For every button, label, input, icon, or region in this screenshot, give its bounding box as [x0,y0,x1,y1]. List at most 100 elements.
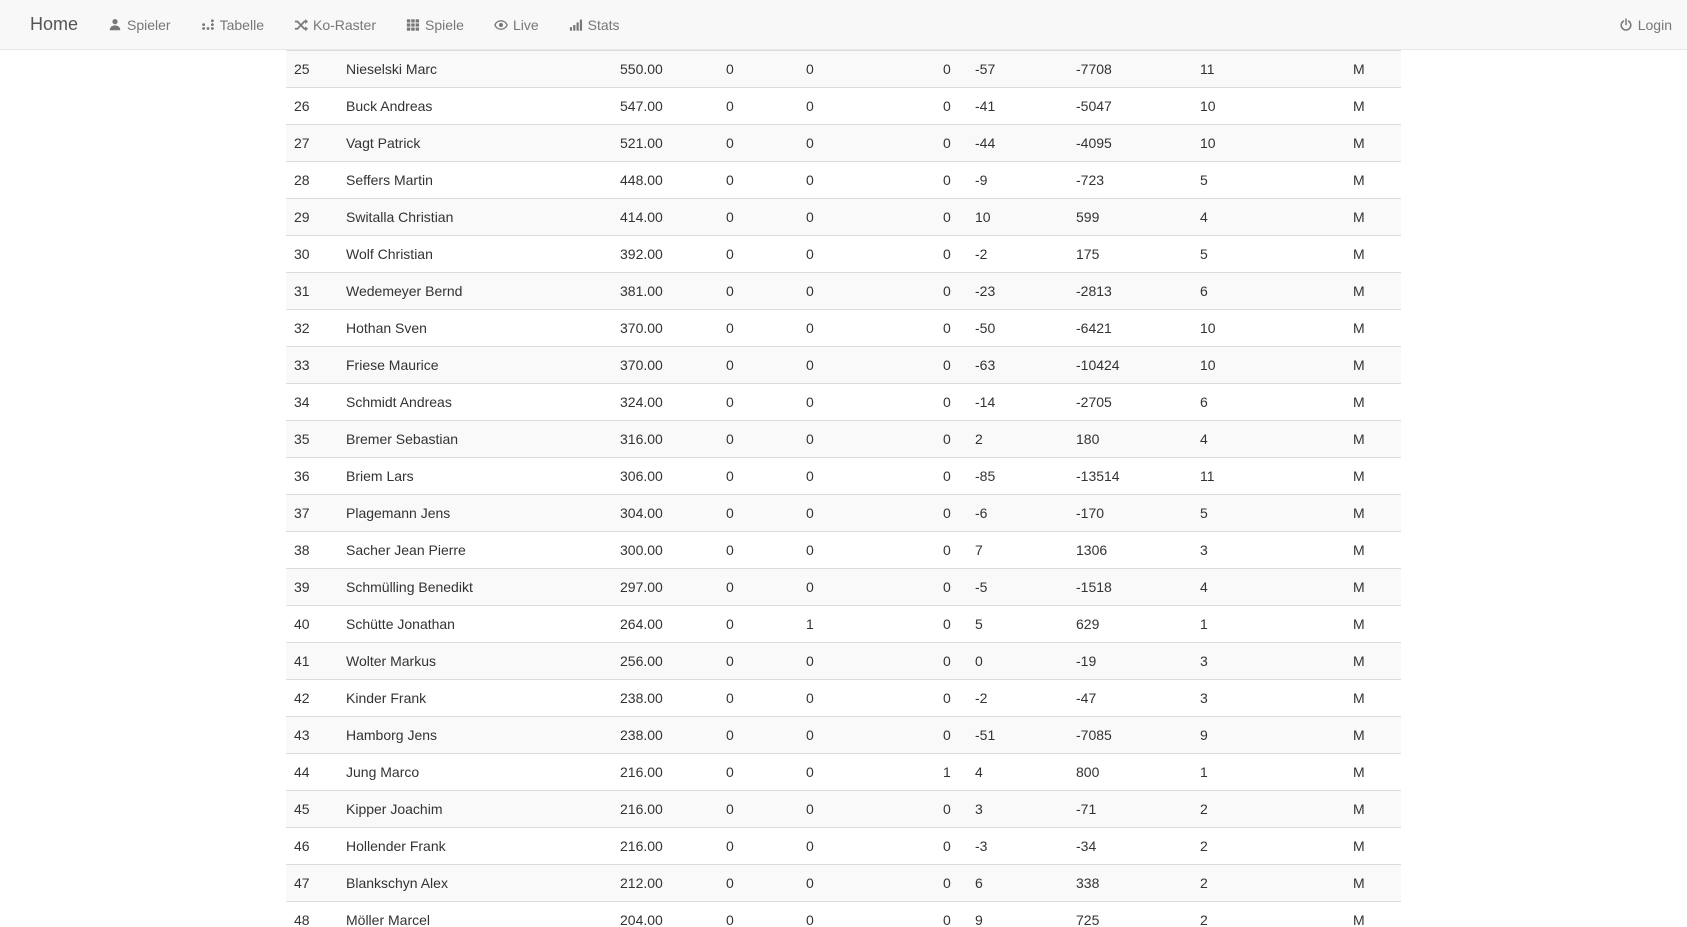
cell-score-diff: -71 [1068,790,1192,828]
cell-points: 216.00 [612,827,718,865]
cell-rank: 42 [286,679,338,717]
cell-stat-c: 0 [935,716,967,754]
cell-player-name: Kinder Frank [338,679,612,717]
cell-stat-c: 0 [935,790,967,828]
shuffle-icon [294,18,308,32]
cell-gender: M [1345,568,1401,606]
nav-item-stats[interactable]: Stats [554,0,635,49]
cell-player-name: Buck Andreas [338,87,612,125]
cell-stat-b: 0 [798,753,935,791]
navbar: Home Spieler Tabelle [0,0,1687,50]
cell-stat-c: 0 [935,531,967,569]
cell-stat-c: 0 [935,235,967,273]
cell-diff: -85 [967,457,1068,495]
table-row: 34 Schmidt Andreas 324.00 0 0 0 -14 -2705 6 M [286,383,1401,421]
cell-gender: M [1345,457,1401,495]
cell-stat-a: 0 [718,494,798,532]
cell-stat-a: 0 [718,457,798,495]
cell-games: 3 [1192,531,1345,569]
cell-points: 297.00 [612,568,718,606]
cell-rank: 39 [286,568,338,606]
cell-stat-a: 0 [718,605,798,643]
cell-stat-a: 0 [718,568,798,606]
cell-stat-a: 0 [718,716,798,754]
cell-diff: -14 [967,383,1068,421]
cell-diff: 4 [967,753,1068,791]
cell-diff: -3 [967,827,1068,865]
cell-diff: 2 [967,420,1068,458]
cell-stat-a: 0 [718,753,798,791]
cell-stat-a: 0 [718,790,798,828]
table-row: 44 Jung Marco 216.00 0 0 1 4 800 1 M [286,753,1401,791]
cell-diff: 3 [967,790,1068,828]
cell-player-name: Wolter Markus [338,642,612,680]
cell-stat-b: 0 [798,457,935,495]
cell-games: 10 [1192,87,1345,125]
cell-player-name: Nieselski Marc [338,50,612,88]
cell-diff: -44 [967,124,1068,162]
cell-gender: M [1345,605,1401,643]
cell-diff: 0 [967,642,1068,680]
cell-diff: 7 [967,531,1068,569]
table-row: 36 Briem Lars 306.00 0 0 0 -85 -13514 11 M [286,457,1401,495]
cell-stat-b: 0 [798,272,935,310]
cell-score-diff: -7708 [1068,50,1192,88]
cell-stat-c: 0 [935,420,967,458]
cell-points: 381.00 [612,272,718,310]
cell-diff: -6 [967,494,1068,532]
cell-stat-a: 0 [718,161,798,199]
table-row: 41 Wolter Markus 256.00 0 0 0 0 -19 3 M [286,642,1401,680]
cell-stat-a: 0 [718,642,798,680]
cell-stat-c: 0 [935,494,967,532]
nav-item-label: Login [1637,16,1672,33]
cell-stat-a: 0 [718,124,798,162]
cell-games: 5 [1192,494,1345,532]
cell-gender: M [1345,50,1401,88]
cell-stat-b: 0 [798,87,935,125]
cell-stat-a: 0 [718,235,798,273]
ranking-table-body: 25 Nieselski Marc 550.00 0 0 0 -57 -7708 11 M 26 Bu… [286,50,1401,927]
nav-item-ko-raster[interactable]: Ko-Raster [279,0,391,49]
cell-stat-a: 0 [718,679,798,717]
signal-bars-icon [569,18,583,32]
cell-points: 300.00 [612,531,718,569]
cell-rank: 25 [286,50,338,88]
cell-diff: -2 [967,235,1068,273]
cell-gender: M [1345,827,1401,865]
cell-player-name: Hothan Sven [338,309,612,347]
cell-rank: 38 [286,531,338,569]
cell-diff: 9 [967,901,1068,927]
nav-item-label: Tabelle [219,16,264,33]
cell-stat-b: 0 [798,346,935,384]
cell-points: 238.00 [612,716,718,754]
nav-item-spieler[interactable]: Spieler [93,0,186,49]
cell-games: 3 [1192,642,1345,680]
cell-stat-b: 0 [798,901,935,927]
cell-stat-c: 0 [935,679,967,717]
cell-player-name: Möller Marcel [338,901,612,927]
nav-item-tabelle[interactable]: Tabelle [186,0,279,49]
cell-stat-a: 0 [718,531,798,569]
table-row: 27 Vagt Patrick 521.00 0 0 0 -44 -4095 10 M [286,124,1401,162]
brand-home[interactable]: Home [30,14,79,34]
cell-stat-c: 0 [935,272,967,310]
nav-item-label: Live [512,16,539,33]
cell-player-name: Schmülling Benedikt [338,568,612,606]
cell-score-diff: -170 [1068,494,1192,532]
nav-item-spiele[interactable]: Spiele [391,0,479,49]
cell-gender: M [1345,309,1401,347]
cell-games: 10 [1192,124,1345,162]
cell-rank: 32 [286,309,338,347]
cell-stat-c: 0 [935,457,967,495]
cell-games: 10 [1192,346,1345,384]
cell-stat-a: 0 [718,198,798,236]
cell-diff: -41 [967,87,1068,125]
nav-item-live[interactable]: Live [479,0,554,49]
cell-stat-b: 0 [798,235,935,273]
cell-player-name: Briem Lars [338,457,612,495]
cell-stat-b: 0 [798,827,935,865]
cell-gender: M [1345,346,1401,384]
cell-games: 6 [1192,383,1345,421]
cell-stat-a: 0 [718,346,798,384]
nav-item-login[interactable]: Login [1604,0,1687,49]
